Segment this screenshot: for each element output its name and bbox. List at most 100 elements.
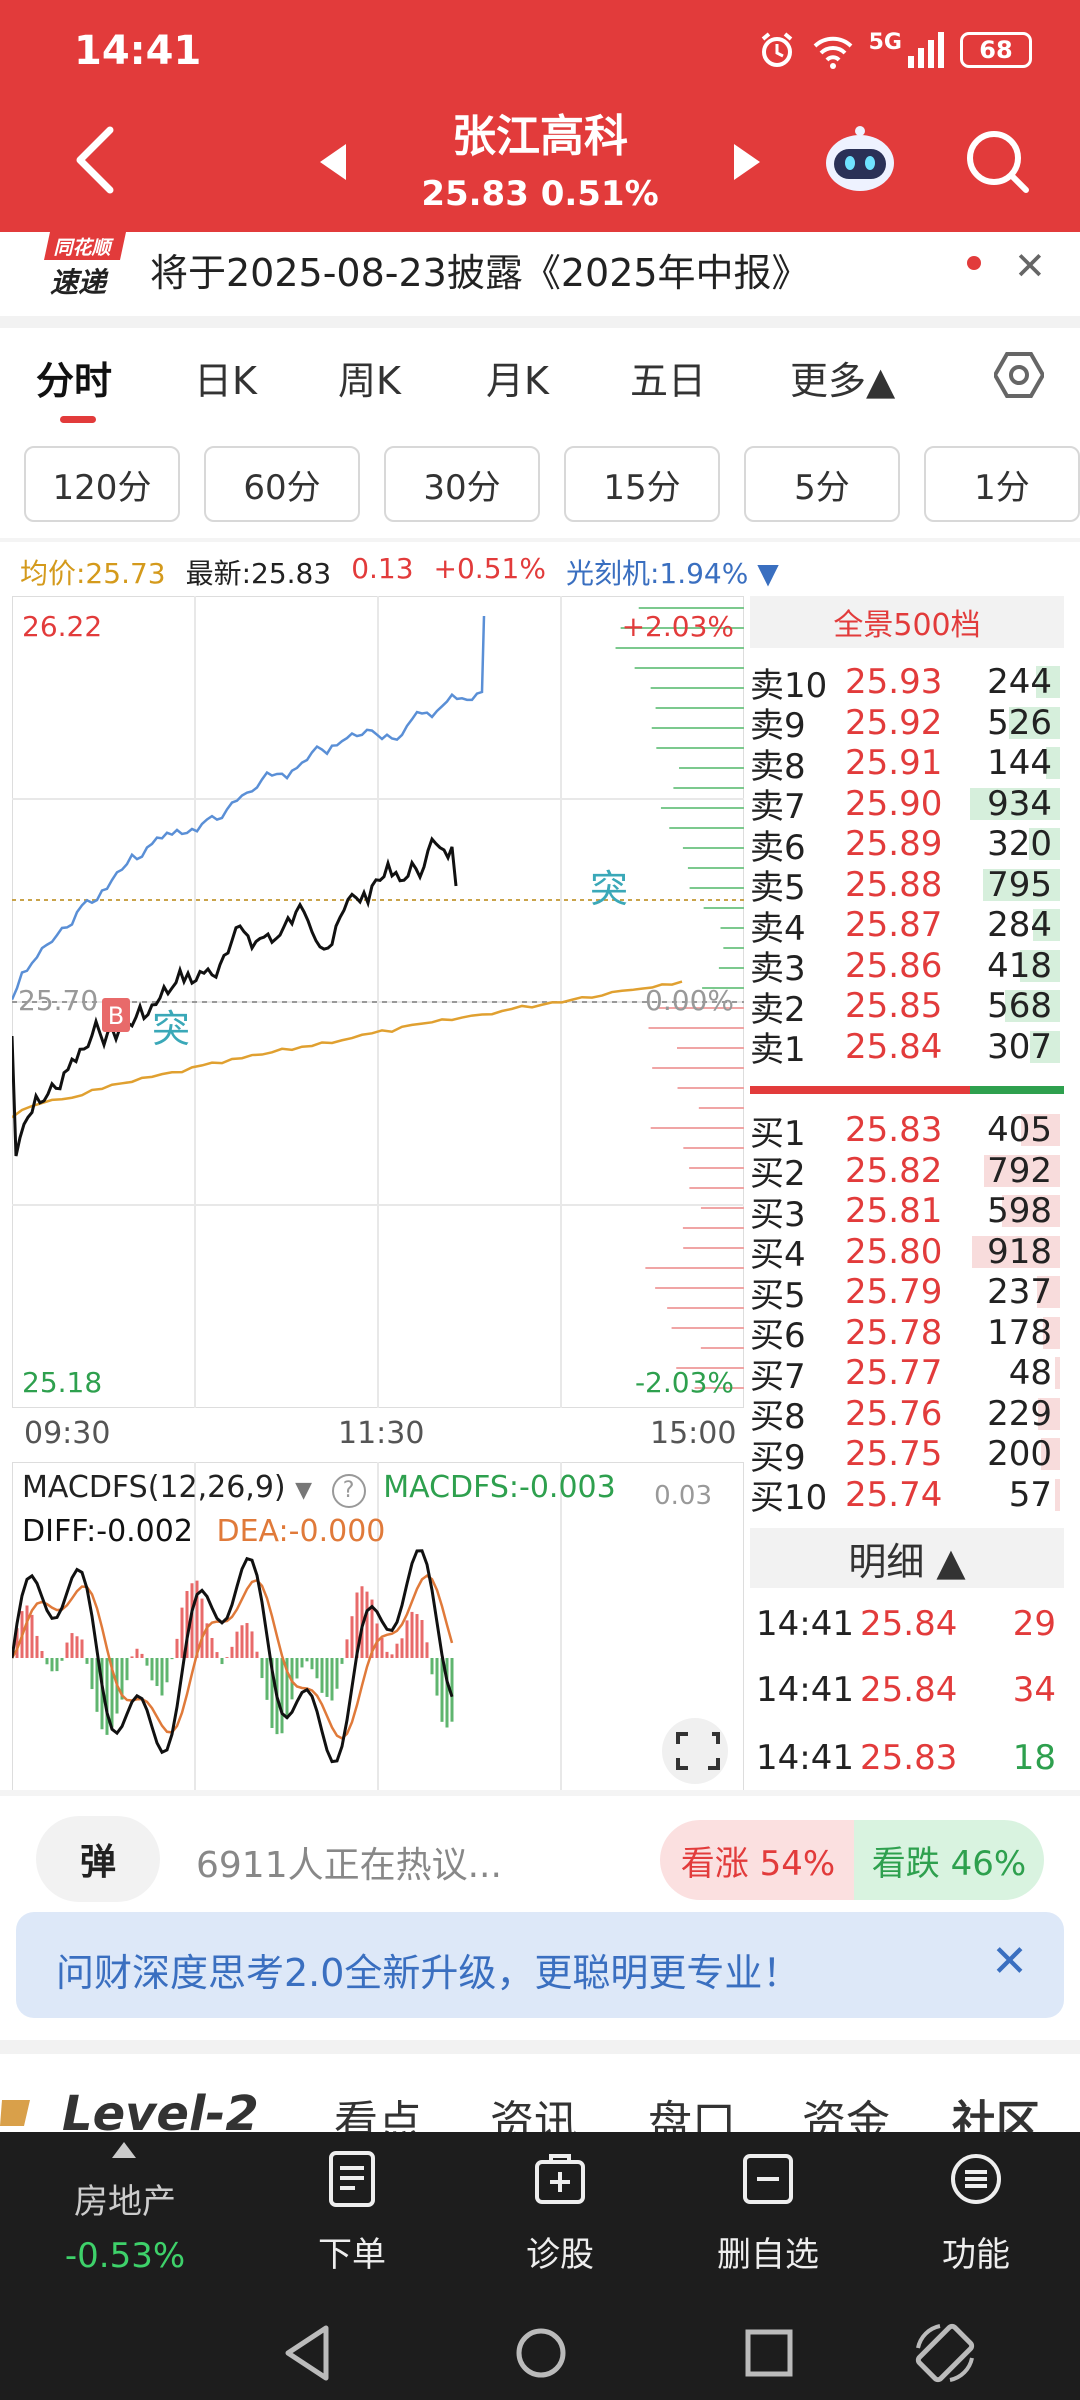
bid-row[interactable]: 买5 25.79 237 [750, 1272, 1064, 1316]
bid-row[interactable]: 买3 25.81 598 [750, 1191, 1064, 1235]
diagnose-label: 诊股 [526, 2235, 594, 2275]
fullscreen-button[interactable] [662, 1718, 728, 1784]
divider [0, 316, 1080, 328]
tab-daily-k[interactable]: 日K [194, 359, 257, 403]
ask-row[interactable]: 卖1 25.84 307 [750, 1027, 1064, 1070]
macd-indicator-selector[interactable]: MACDFS(12,26,9) ▼ [22, 1470, 313, 1505]
next-stock-button[interactable] [728, 140, 764, 184]
volume-bar [1036, 666, 1060, 698]
level-volume: 320 [987, 824, 1052, 864]
nav-recents-icon[interactable] [734, 2318, 804, 2388]
bid-row[interactable]: 买1 25.83 405 [750, 1110, 1064, 1154]
bid-ask-divider [750, 1086, 1064, 1094]
notice-bar[interactable] [0, 232, 1080, 316]
prev-stock-button[interactable] [316, 140, 352, 184]
level-price: 25.80 [845, 1231, 943, 1272]
diagnose-button[interactable]: 诊股 [480, 2150, 640, 2276]
rotate-screen-icon[interactable] [910, 2318, 980, 2388]
period-120min[interactable]: 120分 [24, 446, 180, 522]
menu-icon [951, 2154, 1001, 2204]
level-label: 买5 [750, 1275, 806, 1316]
level-volume: 568 [987, 986, 1052, 1026]
remove-icon [743, 2154, 793, 2204]
order-book-title[interactable]: 全景500档 [750, 596, 1064, 648]
search-icon[interactable] [962, 126, 1030, 196]
bid-row[interactable]: 买7 25.77 48 [750, 1353, 1064, 1397]
promo-banner[interactable]: 问财深度思考2.0全新升级，更聪明更专业！ ✕ [16, 1912, 1064, 2018]
tab-news[interactable]: 资讯 [490, 2097, 578, 2136]
ask-row[interactable]: 卖4 25.87 284 [750, 905, 1064, 949]
ask-row[interactable]: 卖7 25.90 934 [750, 783, 1064, 827]
period-1min[interactable]: 1分 [924, 446, 1080, 522]
y-prev-label: 25.70 [18, 984, 98, 1017]
intraday-chart[interactable]: B 突 突 26.22 25.70 25.18 +2.03% 0.00% -2.… [12, 596, 744, 1408]
vote-bullish-button[interactable]: 看涨 54% [660, 1820, 856, 1900]
volume-bar [1020, 949, 1060, 982]
latest-price: 最新:25.83 [185, 557, 332, 590]
period-15min[interactable]: 15分 [564, 446, 720, 522]
nav-back-icon[interactable] [274, 2318, 344, 2388]
bid-row[interactable]: 买6 25.78 178 [750, 1312, 1064, 1356]
danmu-toggle-button[interactable]: 弹 [36, 1816, 160, 1902]
ask-row[interactable]: 卖9 25.92 526 [750, 702, 1064, 746]
tab-monthly-k[interactable]: 月K [486, 359, 549, 403]
detail-header[interactable]: 明细 ▲ [750, 1528, 1064, 1588]
tab-highlights[interactable]: 看点 [334, 2097, 422, 2136]
expand-up-icon[interactable] [112, 2140, 136, 2158]
tab-funds[interactable]: 资金 [802, 2097, 890, 2136]
bid-row[interactable]: 买8 25.76 229 [750, 1394, 1064, 1437]
level-label: 卖4 [750, 908, 806, 949]
change-pct: +0.51% [433, 552, 546, 585]
tab-more[interactable]: 更多▲ [790, 359, 896, 403]
tab-handicap[interactable]: 盘口 [648, 2097, 736, 2136]
tab-community[interactable]: 社区 [952, 2097, 1040, 2136]
remove-watchlist-label: 删自选 [717, 2235, 819, 2275]
logo-bottom-text: 速递 [50, 266, 109, 299]
sector-indicator[interactable]: 光刻机:1.94% ▼ [565, 557, 779, 590]
ask-row[interactable]: 卖6 25.89 320 [750, 824, 1064, 868]
tab-weekly-k[interactable]: 周K [338, 359, 401, 403]
bid-row[interactable]: 买10 25.74 57 [750, 1475, 1064, 1518]
sector-name[interactable]: 房地产 [74, 2182, 176, 2222]
ask-row[interactable]: 卖10 25.93 244 [750, 662, 1064, 706]
remove-watchlist-button[interactable]: 删自选 [688, 2150, 848, 2276]
volume-bar [1021, 1114, 1060, 1146]
buy-marker[interactable] [102, 998, 130, 1032]
macd-chart[interactable]: 0.03 [12, 1462, 744, 1792]
period-30min[interactable]: 30分 [384, 446, 540, 522]
stock-quote: 25.83 0.51% [340, 174, 740, 214]
period-60min[interactable]: 60分 [204, 446, 360, 522]
level-price: 25.92 [845, 702, 943, 743]
nav-home-icon[interactable] [506, 2318, 576, 2388]
tab-level2[interactable]: Level-2 [62, 2086, 259, 2136]
bid-row[interactable]: 买2 25.82 792 [750, 1151, 1064, 1194]
y-high-label: 26.22 [22, 610, 102, 643]
tab-intraday[interactable]: 分时 [36, 359, 113, 403]
ask-row[interactable]: 卖2 25.85 568 [750, 986, 1064, 1030]
functions-label: 功能 [942, 2235, 1010, 2275]
stock-name: 张江高科 [452, 111, 628, 162]
tab-five-day[interactable]: 五日 [630, 359, 707, 403]
help-icon[interactable]: ? [331, 1474, 366, 1508]
chart-settings-icon[interactable] [994, 350, 1044, 400]
ask-row[interactable]: 卖8 25.91 144 [750, 743, 1064, 787]
macd-histogram [12, 1580, 454, 1735]
level-label: 买4 [750, 1235, 806, 1275]
bid-row[interactable]: 买9 25.75 200 [750, 1434, 1064, 1478]
level-price: 25.90 [845, 783, 943, 824]
back-button[interactable] [60, 120, 130, 200]
robot-assistant-icon[interactable] [820, 125, 900, 195]
bid-row[interactable]: 买4 25.80 918 [750, 1231, 1064, 1275]
ask-row[interactable]: 卖3 25.86 418 [750, 946, 1064, 989]
functions-button[interactable]: 功能 [896, 2150, 1056, 2276]
order-button[interactable]: 下单 [272, 2150, 432, 2276]
discussion-count-text[interactable]: 6911人正在热议... [196, 1845, 502, 1886]
level-price: 25.78 [845, 1312, 943, 1353]
macd-values: DIFF:-0.002 DEA:-0.000 [22, 1514, 385, 1549]
promo-close-button[interactable]: ✕ [991, 1936, 1028, 1987]
notice-close-button[interactable]: ✕ [1014, 244, 1046, 288]
period-5min[interactable]: 5分 [744, 446, 900, 522]
ask-row[interactable]: 卖5 25.88 795 [750, 865, 1064, 908]
vote-bearish-button[interactable]: 看跌 46% [854, 1820, 1044, 1900]
level-volume: 178 [987, 1312, 1052, 1353]
